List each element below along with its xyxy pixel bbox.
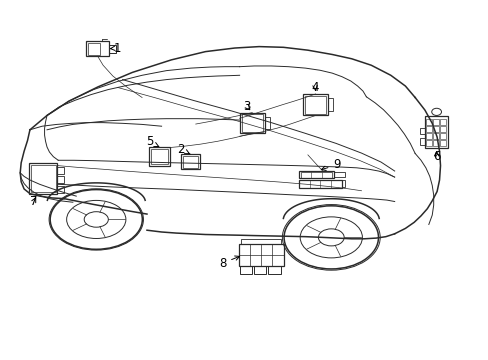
Bar (328, 98, 332, 111)
Bar (439, 140, 445, 146)
Text: 9: 9 (321, 158, 340, 171)
Bar (333, 172, 345, 177)
Bar (426, 133, 431, 139)
Bar (57, 167, 64, 174)
Text: 5: 5 (145, 135, 159, 148)
Bar (426, 140, 431, 146)
Bar (424, 116, 447, 148)
Bar (241, 239, 281, 244)
Text: 3: 3 (243, 100, 250, 113)
Bar (439, 133, 445, 139)
Text: 1: 1 (110, 41, 121, 54)
Bar (86, 41, 109, 56)
Bar (426, 126, 431, 132)
Bar (303, 94, 328, 116)
Text: 7: 7 (30, 195, 38, 208)
Bar (29, 163, 57, 194)
Bar (300, 171, 331, 177)
Bar (419, 138, 424, 145)
Bar (239, 113, 264, 134)
Bar (183, 156, 197, 168)
Text: 2: 2 (177, 143, 190, 156)
Bar (432, 140, 438, 146)
Bar (109, 45, 116, 53)
Bar (88, 43, 100, 55)
Bar (432, 126, 438, 132)
Text: 8: 8 (219, 256, 239, 270)
Bar (57, 176, 64, 183)
Text: 4: 4 (311, 81, 318, 94)
Bar (253, 266, 266, 274)
Bar (305, 96, 325, 114)
Bar (31, 165, 56, 193)
Bar (149, 147, 169, 166)
Bar (432, 119, 438, 125)
Bar (241, 114, 263, 132)
Bar (151, 149, 167, 164)
Text: 6: 6 (432, 150, 440, 163)
Bar (264, 117, 269, 129)
Bar (432, 133, 438, 139)
Bar (439, 119, 445, 125)
Bar (419, 127, 424, 135)
Bar (341, 180, 345, 187)
Bar (181, 154, 199, 169)
Bar (439, 126, 445, 132)
Bar (299, 180, 341, 188)
Bar (299, 171, 333, 179)
Bar (426, 119, 431, 125)
Bar (239, 266, 252, 274)
Bar (57, 186, 64, 193)
Bar (267, 266, 280, 274)
Bar (238, 244, 283, 266)
